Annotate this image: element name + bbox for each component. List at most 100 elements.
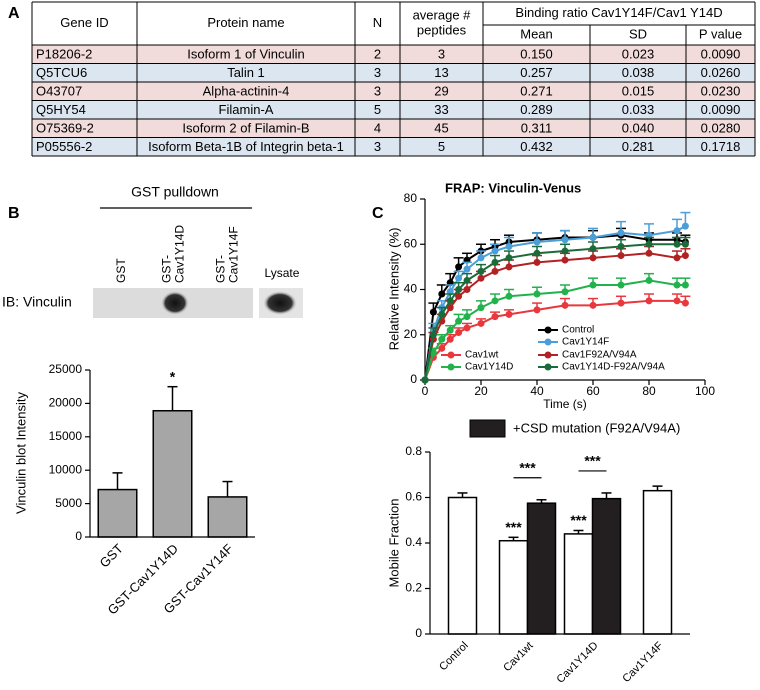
legend-label: Cav1Y14F (562, 337, 609, 348)
lysate-band (263, 291, 297, 315)
point (681, 281, 689, 289)
point (561, 301, 569, 309)
point (589, 281, 597, 289)
point (455, 274, 463, 282)
point (477, 267, 485, 275)
annotation: * (170, 368, 176, 384)
y-tick-label: 0.2 (405, 581, 422, 595)
table-cell: Q5TCU6 (36, 65, 87, 80)
point (446, 326, 454, 334)
y-tick-label: 80 (404, 191, 418, 205)
table-cell: O75369-2 (36, 121, 94, 136)
point (491, 297, 499, 305)
lysate-label: Lysate (265, 266, 300, 280)
blot-title: GST pulldown (131, 184, 219, 200)
y-tick-label: 0 (415, 626, 422, 640)
table-subheader: P value (699, 26, 742, 41)
table-cell: 0.432 (520, 139, 553, 154)
point (533, 306, 541, 314)
table-cell: 0.281 (622, 139, 655, 154)
x-tick-label: 80 (642, 384, 656, 398)
table-cell: Isoform Beta-1B of Integrin beta-1 (148, 139, 344, 154)
point (589, 233, 597, 241)
point (455, 263, 463, 271)
y-axis-label: Relative Intensity (%) (386, 228, 401, 351)
x-tick-label: Cav1Y14D (555, 640, 601, 686)
point (463, 276, 471, 284)
x-tick-label: 20 (474, 384, 488, 398)
table-cell: 0.038 (622, 65, 655, 80)
point (463, 313, 471, 321)
table-cell: 0.257 (520, 65, 553, 80)
point (429, 331, 437, 339)
table-header: peptides (417, 22, 467, 37)
table-cell: 3 (374, 84, 381, 99)
point (455, 292, 463, 300)
x-tick-label: GST (97, 541, 127, 571)
table-cell: Filamin-A (219, 102, 274, 117)
point (617, 252, 625, 260)
table-cell: 0.0230 (701, 84, 741, 99)
y-tick-label: 25000 (49, 362, 83, 376)
bracket-label: *** (584, 453, 601, 469)
point (446, 335, 454, 343)
point (463, 324, 471, 332)
point (446, 304, 454, 312)
table-cell: Talin 1 (227, 65, 265, 80)
table-cell: 33 (434, 102, 448, 117)
table-cell: 5 (374, 102, 381, 117)
lane-label: GST- (214, 255, 228, 283)
point (438, 335, 446, 343)
point (477, 319, 485, 327)
point (455, 317, 463, 325)
point (681, 240, 689, 248)
point (533, 249, 541, 257)
table-cell: 5 (438, 139, 445, 154)
point (438, 290, 446, 298)
point (561, 256, 569, 264)
x-tick-label: Cav1Y14F (620, 640, 665, 685)
y-tick-label: 40 (404, 282, 418, 296)
bar (97, 488, 138, 538)
x-tick-label: Cav1wt (501, 640, 535, 674)
table-cell: 0.1718 (701, 139, 741, 154)
y-tick-label: 20 (404, 327, 418, 341)
point (561, 288, 569, 296)
y-tick-label: 20000 (49, 396, 83, 410)
point (673, 297, 681, 305)
table-header: Gene ID (60, 15, 108, 30)
point (533, 258, 541, 266)
bar (526, 502, 557, 635)
table-cell: 2 (374, 47, 381, 62)
table-cell: 0.289 (520, 102, 553, 117)
bar (447, 496, 478, 635)
table-cell: 3 (438, 47, 445, 62)
y-tick-label: 15000 (49, 429, 83, 443)
table-cell: 0.0260 (701, 65, 741, 80)
legend-marker (544, 363, 552, 371)
x-tick-label: 60 (586, 384, 600, 398)
point (429, 349, 437, 357)
point (491, 258, 499, 266)
x-tick-label: 100 (695, 384, 715, 398)
table-cell: 0.015 (622, 84, 655, 99)
table-header: N (373, 15, 382, 30)
point (617, 299, 625, 307)
point (491, 247, 499, 255)
blot-band (161, 291, 189, 315)
table-group-header: Binding ratio Cav1Y14F/Cav1 Y14D (515, 5, 722, 20)
lane-label: Cav1Y14D (173, 225, 187, 283)
point (438, 344, 446, 352)
point (463, 265, 471, 273)
table-cell: 3 (374, 139, 381, 154)
point (477, 304, 485, 312)
table-subheader: SD (629, 26, 647, 41)
legend-label: Cav1F92A/V94A (562, 350, 637, 361)
y-tick-label: 0 (75, 529, 82, 543)
table-cell: Q5HY54 (36, 102, 86, 117)
x-axis-label: Time (s) (543, 397, 587, 411)
point (673, 227, 681, 235)
point (505, 243, 513, 251)
lane-label: GST (114, 258, 128, 283)
table-row (32, 119, 755, 138)
